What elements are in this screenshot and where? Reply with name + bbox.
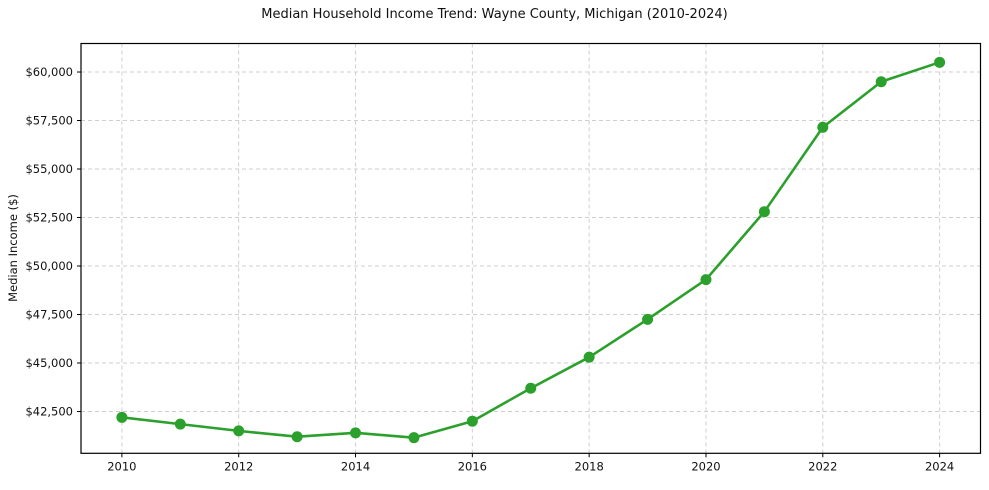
- y-tick-label: $42,500: [25, 405, 73, 419]
- data-point-2024: [934, 56, 946, 68]
- y-tick-label: $45,000: [25, 356, 73, 370]
- y-tick-label: $57,500: [25, 114, 73, 128]
- chart-title: Median Household Income Trend: Wayne Cou…: [261, 7, 728, 22]
- data-point-2012: [233, 425, 245, 437]
- data-point-2014: [350, 427, 362, 439]
- x-tick-label: 2016: [458, 459, 487, 473]
- x-tick-label: 2020: [691, 459, 720, 473]
- data-point-2013: [291, 431, 303, 443]
- data-point-2015: [408, 432, 420, 444]
- data-point-2011: [174, 418, 186, 430]
- data-point-2021: [758, 206, 770, 218]
- data-point-2010: [116, 411, 128, 423]
- data-point-2023: [875, 76, 887, 88]
- data-point-2020: [700, 274, 712, 286]
- trend-line: [120, 61, 941, 439]
- x-tick-label: 2022: [808, 459, 837, 473]
- x-tick-label: 2012: [224, 459, 253, 473]
- x-tick-label: 2024: [925, 459, 954, 473]
- y-tick-label: $52,500: [25, 211, 73, 225]
- data-point-2016: [466, 415, 478, 427]
- y-tick-label: $47,500: [25, 308, 73, 322]
- data-point-2018: [583, 351, 595, 363]
- x-tick-label: 2018: [575, 459, 604, 473]
- data-point-2017: [525, 382, 537, 394]
- data-point-2022: [817, 121, 829, 133]
- x-tick-label: 2014: [341, 459, 370, 473]
- x-tick-label: 2010: [107, 459, 136, 473]
- y-tick-label: $50,000: [25, 259, 73, 273]
- data-point-2019: [642, 313, 654, 325]
- plot-frame: [80, 42, 982, 454]
- y-tick-label: $60,000: [25, 65, 73, 79]
- y-tick-label: $55,000: [25, 162, 73, 176]
